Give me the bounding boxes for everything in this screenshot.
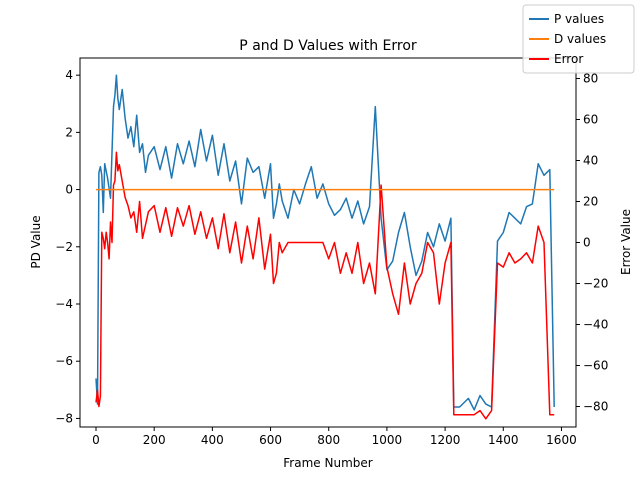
x-tick-label: 200 (143, 433, 166, 447)
y-tick-label-left: 4 (65, 68, 73, 82)
y-tick-label-left: −8 (55, 411, 73, 425)
series-line-0 (95, 74, 555, 411)
x-tick-label: 800 (317, 433, 340, 447)
y-tick-label-left: −6 (55, 354, 73, 368)
y-tick-label-left: 0 (65, 183, 73, 197)
series-line-2 (95, 151, 555, 420)
y-tick-label-right: −60 (583, 359, 608, 373)
y-tick-label-right: 80 (583, 72, 598, 86)
y-tick-label-left: 2 (65, 125, 73, 139)
y-tick-label-right: 0 (583, 236, 591, 250)
y-axis-label-left: PD Value (29, 215, 43, 268)
legend-label: Error (554, 52, 583, 66)
chart-title: P and D Values with Error (239, 38, 417, 54)
series-layer (95, 74, 555, 420)
y-tick-label-right: −20 (583, 277, 608, 291)
axes-layer: 0 200 400 600 800 1000 1200 1400 1600−8−6−4−2024… (55, 57, 608, 447)
y-tick-label-right: 40 (583, 154, 598, 168)
legend-label: D values (554, 32, 606, 46)
x-tick-label: 1200 (430, 433, 461, 447)
x-tick-label: 0 (92, 433, 100, 447)
x-tick-label: 600 (259, 433, 282, 447)
y-tick-label-right: 60 (583, 113, 598, 127)
x-tick-label: 1000 (372, 433, 403, 447)
x-tick-label: 1400 (488, 433, 519, 447)
legend: P values D values Error (522, 4, 635, 74)
y-tick-label-right: 20 (583, 195, 598, 209)
y-tick-label-left: −4 (55, 297, 73, 311)
x-axis-label: Frame Number (283, 456, 372, 470)
legend-label: P values (554, 12, 604, 26)
y-axis-label-right: Error Value (619, 209, 633, 275)
y-tick-label-right: −80 (583, 400, 608, 414)
y-tick-label-left: −2 (55, 240, 73, 254)
x-tick-label: 1600 (546, 433, 577, 447)
x-tick-label: 400 (201, 433, 224, 447)
y-tick-label-right: −40 (583, 318, 608, 332)
legend-box (522, 4, 635, 74)
